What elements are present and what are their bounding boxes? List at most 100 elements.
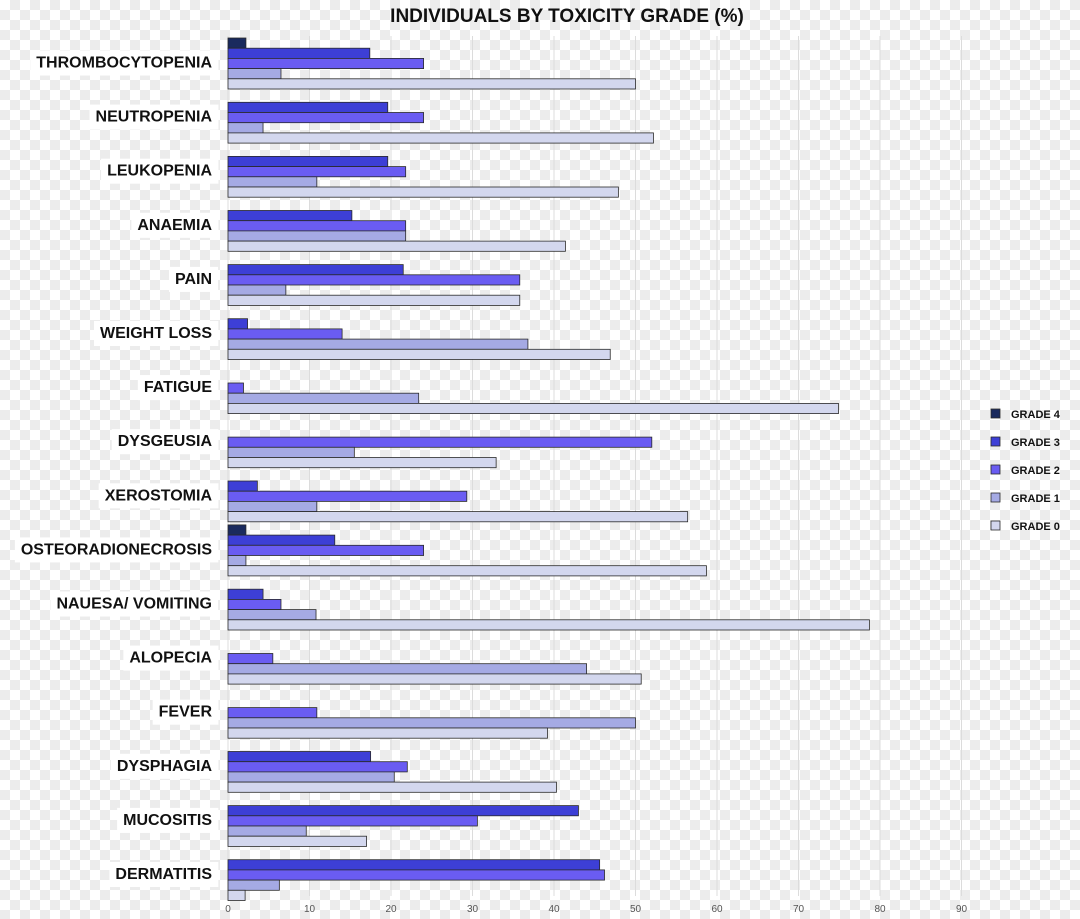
category-label: DYSGEUSIA: [118, 433, 213, 450]
bar-grade-3: [227, 534, 336, 546]
bar-grade-2: [227, 166, 407, 178]
chart-title: INDIVIDUALS BY TOXICITY GRADE (%): [390, 6, 744, 27]
category-labels: THROMBOCYTOPENIA NEUTROPENIA LEUKOPENIA ANA…: [14, 50, 219, 887]
bar-grade-1: [227, 555, 247, 567]
x-tick-label: 10: [304, 904, 316, 915]
bar-grade-1: [227, 446, 355, 458]
bar-grade-3: [227, 210, 353, 222]
bar-grade-0: [227, 294, 521, 306]
category-label-background: [152, 699, 219, 725]
bar-grade-0: [227, 186, 619, 198]
category-label-background: [168, 266, 218, 292]
x-tick-label: 20: [385, 904, 397, 915]
category-label: FATIGUE: [144, 379, 212, 396]
bar-grade-0: [227, 240, 566, 252]
x-tick-label: 80: [874, 904, 886, 915]
bar-grade-3: [227, 47, 371, 59]
category-label: DYSPHAGIA: [117, 758, 213, 775]
category-label: NAUESA/ VOMITING: [56, 596, 212, 613]
category-label-background: [14, 537, 219, 563]
legend-swatch: [990, 492, 1001, 503]
bar-grade-0: [227, 78, 636, 90]
category-label: THROMBOCYTOPENIA: [36, 55, 212, 72]
bar-grade-1: [227, 771, 395, 783]
bar-grade-0: [227, 457, 497, 469]
category-label: ANAEMIA: [137, 217, 212, 234]
bar-grade-1: [227, 663, 588, 675]
x-tick-label: 60: [711, 904, 723, 915]
category-label: LEUKOPENIA: [107, 163, 212, 180]
x-tick-label: 50: [630, 904, 642, 915]
bar-grade-1: [227, 500, 318, 512]
bar-grade-0: [227, 673, 642, 685]
x-tick-label: 90: [956, 904, 968, 915]
bar-grade-1: [227, 879, 280, 891]
bar-grade-1: [227, 176, 318, 188]
legend-swatch: [990, 464, 1001, 475]
legend-label: GRADE 2: [1011, 465, 1060, 477]
bar-grade-3: [227, 805, 579, 817]
category-label: OSTEORADIONECROSIS: [21, 541, 212, 558]
bar-grade-2: [227, 490, 468, 502]
bar-grade-2: [227, 274, 521, 286]
bar-grade-1: [227, 825, 307, 837]
bar-grade-2: [227, 544, 425, 556]
bar-grade-0: [227, 402, 839, 414]
category-label-background: [117, 807, 219, 833]
bar-grade-0: [227, 348, 611, 360]
category-label-background: [131, 212, 219, 238]
legend-label: GRADE 0: [1011, 521, 1060, 533]
x-tick-label: 40: [548, 904, 560, 915]
bars: [227, 37, 870, 901]
category-label-background: [101, 158, 219, 184]
bar-grade-2: [227, 328, 343, 340]
legend-swatch: [990, 436, 1001, 447]
bar-grade-3: [227, 101, 389, 113]
bar-grade-0: [227, 727, 548, 739]
bar-grade-2: [227, 220, 407, 232]
bar-grade-3: [227, 264, 404, 276]
category-label-background: [98, 483, 219, 509]
legend-label: GRADE 4: [1011, 409, 1061, 421]
category-label: DERMATITIS: [115, 866, 212, 883]
x-tick-label: 0: [225, 904, 231, 915]
category-label-background: [110, 753, 219, 779]
bar-grade-0: [227, 781, 557, 793]
category-label-background: [94, 321, 219, 346]
bar-grade-2: [227, 653, 274, 665]
x-axis-ticks: 0 10 20 30 40 50 60 70 80 90: [225, 904, 967, 915]
category-label-background: [89, 104, 219, 130]
bar-grade-4: [227, 524, 247, 536]
category-label: FEVER: [159, 704, 213, 721]
category-label-background: [123, 645, 219, 671]
category-label: ALOPECIA: [129, 650, 212, 667]
bar-grade-3: [227, 480, 258, 492]
bar-grade-2: [227, 58, 425, 70]
bar-grade-3: [227, 155, 389, 167]
bar-grade-1: [227, 609, 317, 621]
bar-grade-0: [227, 889, 246, 901]
category-label-background: [111, 429, 219, 455]
bar-grade-1: [227, 68, 282, 80]
bar-grade-2: [227, 869, 605, 881]
category-label-background: [109, 862, 219, 887]
category-label: PAIN: [175, 271, 212, 288]
category-label: NEUTROPENIA: [96, 109, 213, 126]
bar-grade-1: [227, 284, 287, 296]
x-tick-label: 30: [467, 904, 479, 915]
category-label-background: [30, 50, 219, 76]
bar-grade-1: [227, 122, 264, 134]
legend: GRADE 4 GRADE 3 GRADE 2 GRADE 1 GRADE 0: [990, 408, 1061, 533]
legend-label: GRADE 1: [1011, 493, 1060, 505]
x-tick-label: 70: [793, 904, 805, 915]
legend-label: GRADE 3: [1011, 437, 1060, 449]
category-label-background: [50, 591, 218, 617]
bar-grade-2: [227, 761, 408, 773]
bar-grade-1: [227, 392, 420, 404]
bar-grade-3: [227, 859, 601, 871]
legend-swatch: [990, 408, 1001, 419]
bar-grade-1: [227, 230, 407, 242]
bar-grade-0: [227, 565, 707, 577]
bar-grade-3: [227, 588, 264, 600]
